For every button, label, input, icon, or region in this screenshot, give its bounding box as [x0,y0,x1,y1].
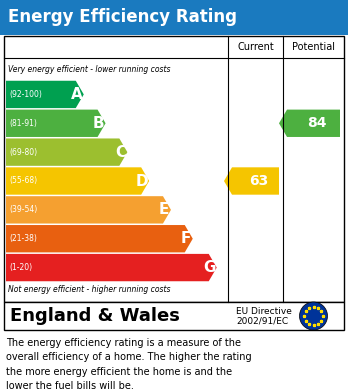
Polygon shape [6,254,217,281]
Text: C: C [115,145,126,160]
Text: F: F [181,231,191,246]
Text: (92-100): (92-100) [9,90,42,99]
Text: (55-68): (55-68) [9,176,37,185]
Text: 2002/91/EC: 2002/91/EC [236,316,288,325]
Polygon shape [6,81,84,108]
Text: (81-91): (81-91) [9,119,37,128]
Polygon shape [6,109,105,137]
Text: (1-20): (1-20) [9,263,32,272]
Text: 63: 63 [249,174,268,188]
Polygon shape [6,138,127,166]
Text: Potential: Potential [292,42,335,52]
Text: (69-80): (69-80) [9,148,37,157]
Text: 84: 84 [307,116,326,130]
Text: Energy Efficiency Rating: Energy Efficiency Rating [8,9,237,27]
Circle shape [300,302,327,330]
Text: England & Wales: England & Wales [10,307,180,325]
Text: (21-38): (21-38) [9,234,37,243]
Text: A: A [71,87,82,102]
Text: Not energy efficient - higher running costs: Not energy efficient - higher running co… [8,285,171,294]
Text: D: D [136,174,149,188]
Text: G: G [204,260,216,275]
Bar [0,0,348,35]
Text: EU Directive: EU Directive [236,307,292,316]
Polygon shape [6,167,149,195]
Polygon shape [224,167,279,195]
Polygon shape [279,109,340,137]
Bar [4,36,344,302]
Text: Current: Current [237,42,274,52]
Text: B: B [93,116,104,131]
Polygon shape [6,225,193,253]
Polygon shape [6,196,171,224]
Text: (39-54): (39-54) [9,205,37,214]
Text: The energy efficiency rating is a measure of the
overall efficiency of a home. T: The energy efficiency rating is a measur… [6,338,252,391]
Text: Very energy efficient - lower running costs: Very energy efficient - lower running co… [8,66,171,75]
Text: E: E [159,203,169,217]
Bar [4,302,344,330]
